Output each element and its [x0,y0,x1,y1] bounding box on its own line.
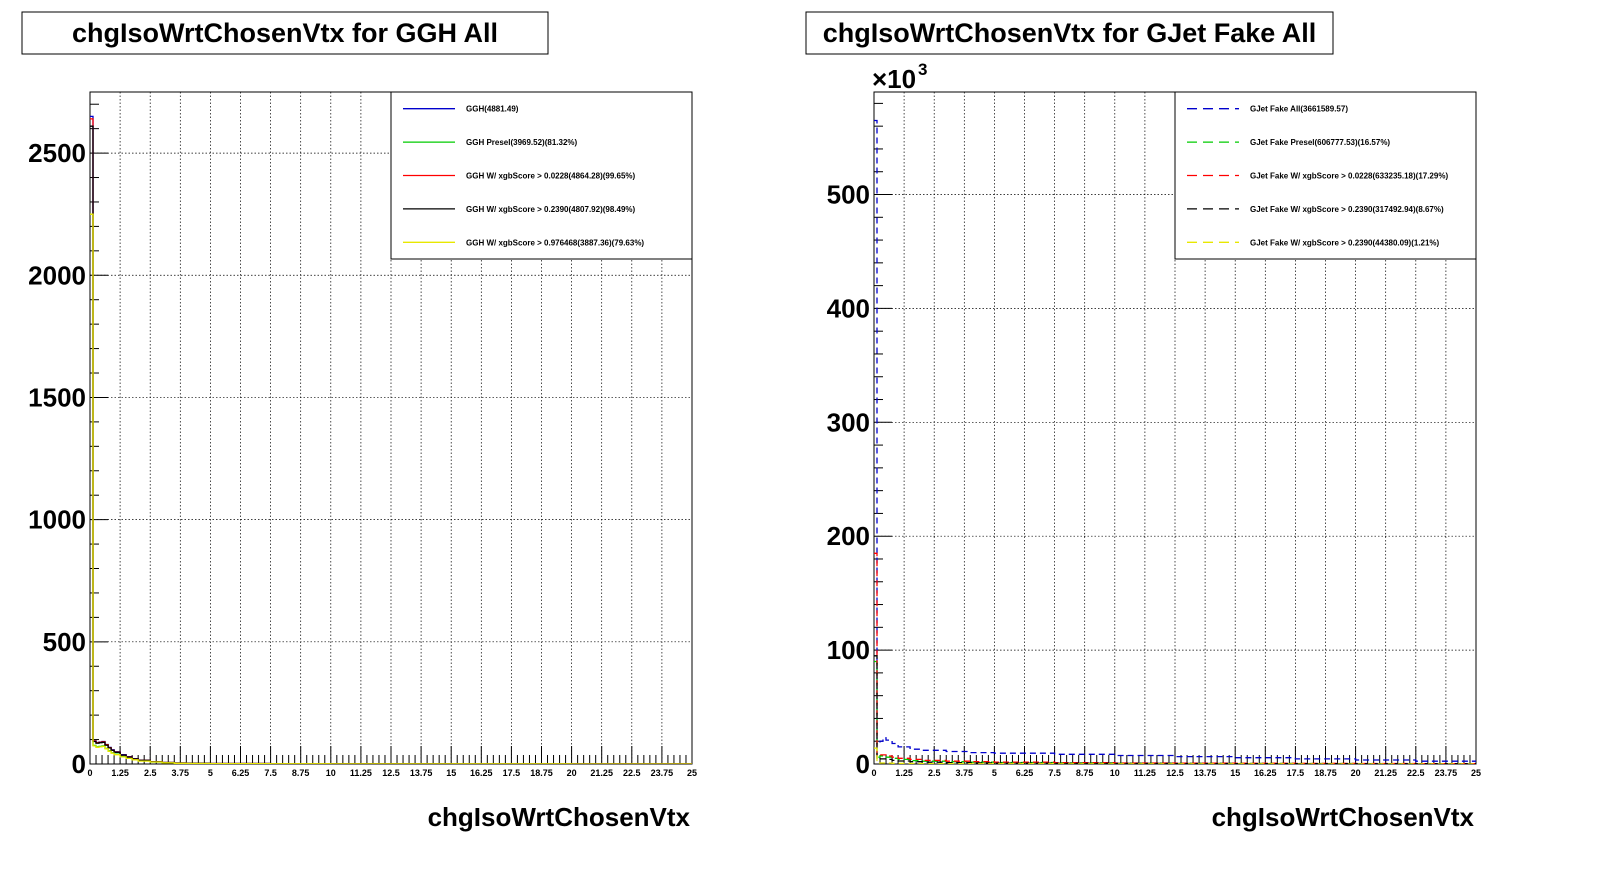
x-tick-label: 5 [992,768,997,778]
legend-entry-label: GJet Fake All(3661589.57) [1250,105,1348,114]
y-tick-label: 0 [856,749,870,779]
series-group [90,115,692,764]
x-tick-label: 18.75 [1314,768,1337,778]
x-tick-label: 25 [687,768,697,778]
legend: GJet Fake All(3661589.57) GJet Fake Prese… [1174,91,1477,260]
x-tick-label: 12.5 [382,768,400,778]
series-line-1 [874,119,1476,762]
x-tick-label: 20 [567,768,577,778]
y-tick-label: 2500 [28,138,86,168]
y-tick-label: 1500 [28,382,86,412]
x-tick-label: 15 [446,768,456,778]
legend-entry-label: GGH Presel(3969.52)(81.32%) [466,138,578,147]
x-tick-label: 2.5 [144,768,157,778]
x-tick-label: 25 [1471,768,1481,778]
y-multiplier-label: ×10 [872,64,916,94]
y-tick-label: 200 [827,521,870,551]
x-tick-label: 8.75 [292,768,310,778]
y-multiplier-exponent: 3 [918,60,927,79]
x-tick-label: 7.5 [1048,768,1061,778]
x-tick-label: 16.25 [1254,768,1277,778]
x-tick-label: 12.5 [1166,768,1184,778]
x-tick-label: 16.25 [470,768,493,778]
x-tick-label: 13.75 [1194,768,1217,778]
x-tick-label: 3.75 [172,768,190,778]
x-tick-label: 3.75 [956,768,974,778]
legend: GGH(4881.49) GGH Presel(3969.52)(81.32%) G… [390,91,693,260]
y-tick-label: 400 [827,293,870,323]
chart-title-box [805,11,1334,55]
x-tick-label: 7.5 [264,768,277,778]
y-tick-label: 1000 [28,505,86,535]
x-tick-label: 2.5 [928,768,941,778]
series-line-5 [874,747,1476,764]
x-tick-label: 1.25 [895,768,913,778]
x-tick-label: 17.5 [1287,768,1305,778]
x-tick-label: 18.75 [530,768,553,778]
x-tick-label: 5 [208,768,213,778]
chart-panel-2: chgIsoWrtChosenVtx for GJet Fake All0100… [805,11,1481,832]
legend-entry-label: GJet Fake W/ xgbScore > 0.0228(633235.18… [1250,172,1448,181]
x-tick-label: 10 [326,768,336,778]
x-tick-label: 11.25 [1134,768,1156,778]
chart-title-box [21,11,549,55]
x-tick-label: 13.75 [410,768,433,778]
legend-entry-label: GGH W/ xgbScore > 0.0228(4864.28)(99.65%… [466,172,636,181]
x-tick-label: 23.75 [651,768,674,778]
legend-entry-label: GGH W/ xgbScore > 0.2390(4807.92)(98.49%… [466,205,636,214]
x-tick-label: 22.5 [1407,768,1425,778]
y-tick-label: 0 [72,749,86,779]
x-tick-label: 6.25 [1016,768,1034,778]
x-tick-label: 21.25 [1374,768,1397,778]
legend-entry-label: GJet Fake W/ xgbScore > 0.2390(44380.09)… [1250,238,1440,247]
x-axis-label: chgIsoWrtChosenVtx [428,802,691,832]
y-tick-label: 100 [827,635,870,665]
x-tick-label: 21.25 [590,768,613,778]
chart-title: chgIsoWrtChosenVtx for GGH All [72,18,498,48]
x-tick-label: 6.25 [232,768,250,778]
series-group [874,119,1476,764]
chart-title: chgIsoWrtChosenVtx for GJet Fake All [823,18,1317,48]
x-tick-label: 0 [87,768,92,778]
y-tick-label: 2000 [28,260,86,290]
x-tick-label: 8.75 [1076,768,1094,778]
x-tick-label: 17.5 [503,768,521,778]
x-tick-label: 20 [1351,768,1361,778]
x-tick-label: 23.75 [1435,768,1458,778]
y-tick-label: 300 [827,407,870,437]
legend-entry-label: GGH W/ xgbScore > 0.976468(3887.36)(79.6… [466,238,644,247]
x-axis-label: chgIsoWrtChosenVtx [1212,802,1475,832]
x-tick-label: 1.25 [111,768,129,778]
x-tick-label: 10 [1110,768,1120,778]
x-tick-label: 22.5 [623,768,641,778]
series-line-5 [90,213,692,764]
y-tick-label: 500 [827,180,870,210]
y-tick-label: 500 [43,627,86,657]
x-tick-label: 15 [1230,768,1240,778]
x-tick-label: 11.25 [350,768,372,778]
legend-entry-label: GGH(4881.49) [466,105,519,114]
series-line-4 [874,655,1476,764]
chart-panel-1: chgIsoWrtChosenVtx for GGH All 0 500 1000 15… [21,11,697,832]
x-tick-label: 0 [871,768,876,778]
legend-entry-label: GJet Fake W/ xgbScore > 0.2390(317492.94… [1250,205,1444,214]
legend-entry-label: GJet Fake Presel(606777.53)(16.57%) [1250,138,1390,147]
